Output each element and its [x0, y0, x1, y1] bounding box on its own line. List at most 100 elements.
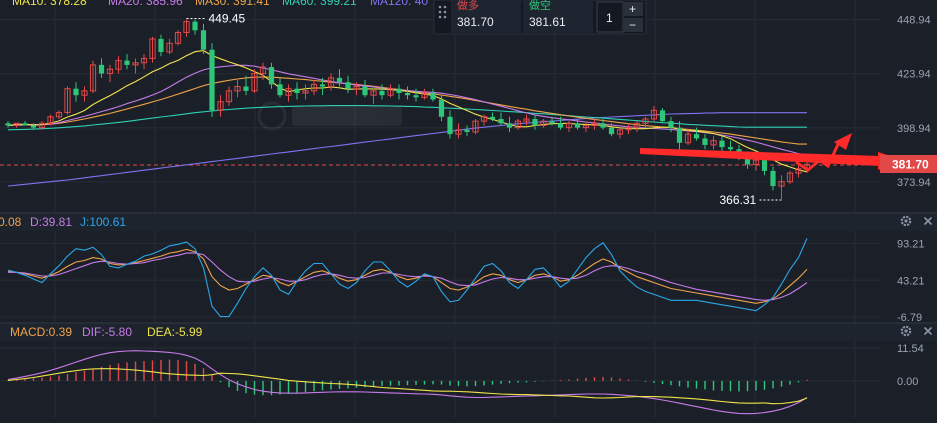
- candle-body: [73, 88, 79, 96]
- candle-body: [225, 90, 233, 103]
- kdj-settings-gear-icon[interactable]: [900, 215, 912, 227]
- candle-body: [387, 88, 394, 96]
- candle-body: [64, 88, 71, 113]
- candle-body: [727, 147, 734, 150]
- candle-body: [659, 110, 666, 122]
- macd-panel: [7, 350, 808, 415]
- legend-item: 0.08: [0, 215, 22, 229]
- ma-legend: MA10: 378.28 MA20: 385.96 MA30: 391.41 MA60…: [12, 0, 428, 8]
- sell-short-button[interactable]: 做空 381.61: [523, 0, 593, 34]
- candle-body: [209, 49, 215, 111]
- candle-body: [489, 116, 496, 119]
- candle-body: [795, 168, 802, 174]
- candle-body: [302, 90, 309, 94]
- candle-body: [379, 90, 385, 96]
- macd-close-icon[interactable]: [923, 326, 933, 336]
- candle-body: [752, 159, 760, 165]
- sell-short-price: 381.61: [529, 15, 566, 29]
- kdj-d-line: [8, 252, 808, 301]
- candle-body: [362, 86, 368, 96]
- candle-body: [183, 21, 190, 33]
- candle-body: [591, 122, 598, 126]
- candle-body: [396, 88, 402, 94]
- candle-body: [166, 42, 173, 53]
- macd-header-bar: [0, 323, 937, 341]
- candle-body: [684, 133, 692, 144]
- candle-body: [234, 86, 241, 92]
- candle-body: [336, 77, 343, 83]
- candle-body: [532, 118, 538, 126]
- legend-item: J:100.61: [80, 215, 126, 229]
- y-tick-label: 448.94: [897, 15, 931, 27]
- candle-body: [115, 60, 122, 70]
- buy-long-button[interactable]: 做多 381.70: [451, 0, 521, 34]
- candle-body: [81, 90, 88, 96]
- candle-body: [523, 118, 530, 122]
- trade-widget: 做多 381.70 做空 381.61 1 + −: [433, 0, 647, 35]
- candle-body: [540, 120, 547, 126]
- macd-settings-gear-icon[interactable]: [900, 325, 912, 337]
- candle-body: [574, 123, 581, 128]
- plus-icon: +: [629, 2, 636, 16]
- candle-body: [472, 120, 479, 133]
- quantity-field[interactable]: 1: [596, 1, 624, 33]
- candle-body: [650, 109, 658, 120]
- candle-body: [498, 118, 504, 124]
- candle-body: [421, 92, 428, 98]
- candle-body: [353, 86, 360, 90]
- y-tick-label: 423.94: [897, 69, 931, 81]
- candle-body: [557, 123, 564, 128]
- candle-body: [55, 111, 63, 118]
- candle-body: [192, 21, 198, 31]
- legend-item: MA60: 399.21: [282, 0, 357, 8]
- legend-item: DIF:-5.80: [82, 325, 132, 339]
- candle-body: [430, 93, 436, 100]
- candle-body: [702, 138, 708, 145]
- candle-body: [582, 124, 590, 129]
- candle-body: [5, 123, 11, 126]
- ma120-line: [7, 112, 807, 187]
- quantity-decrement-button[interactable]: −: [624, 18, 643, 32]
- y-tick-label: 0.00: [897, 376, 918, 388]
- watermark-logo: [257, 101, 402, 131]
- candle-body: [30, 125, 37, 128]
- legend-item: DEA:-5.99: [147, 325, 203, 339]
- current-price-label: 381.70: [892, 158, 929, 172]
- candle-body: [200, 30, 207, 50]
- candle-body: [668, 121, 674, 128]
- y-tick-label: 398.94: [897, 123, 931, 135]
- candle-body: [174, 31, 182, 44]
- kdj-close-icon[interactable]: [923, 216, 933, 226]
- quantity-value: 1: [606, 11, 613, 25]
- candle-body: [13, 122, 20, 126]
- macd-legend: MACD:0.39 DIF:-5.80 DEA:-5.99: [10, 325, 203, 339]
- candle-body: [217, 101, 224, 111]
- current-price-tag: 381.70: [880, 155, 937, 173]
- candlestick-panel: 449.45 366.31: [0, 11, 880, 207]
- candle-body: [413, 95, 419, 98]
- candle-body: [89, 64, 97, 92]
- candle-body: [149, 38, 156, 59]
- y-tick-label: -6.79: [897, 312, 922, 324]
- candle-body: [319, 84, 326, 87]
- candle-body: [600, 123, 606, 128]
- legend-item: MA30: 391.41: [195, 0, 270, 8]
- drag-handle-icon[interactable]: [438, 5, 447, 19]
- candle-body: [633, 122, 641, 129]
- kdj-j-line: [7, 238, 808, 318]
- candle-body: [22, 123, 28, 126]
- candle-body: [719, 140, 725, 148]
- sell-short-label: 做空: [529, 0, 551, 12]
- candle-body: [447, 116, 453, 135]
- candle-body: [158, 38, 164, 52]
- high-annotation-label: 449.45: [209, 11, 246, 25]
- candle-body: [676, 127, 683, 143]
- legend-item: MA10: 378.28: [12, 0, 87, 8]
- candle-body: [608, 127, 615, 135]
- y-tick-label: 43.21: [897, 275, 925, 287]
- candle-body: [124, 60, 130, 65]
- minus-icon: −: [629, 18, 636, 32]
- quantity-increment-button[interactable]: +: [624, 2, 643, 16]
